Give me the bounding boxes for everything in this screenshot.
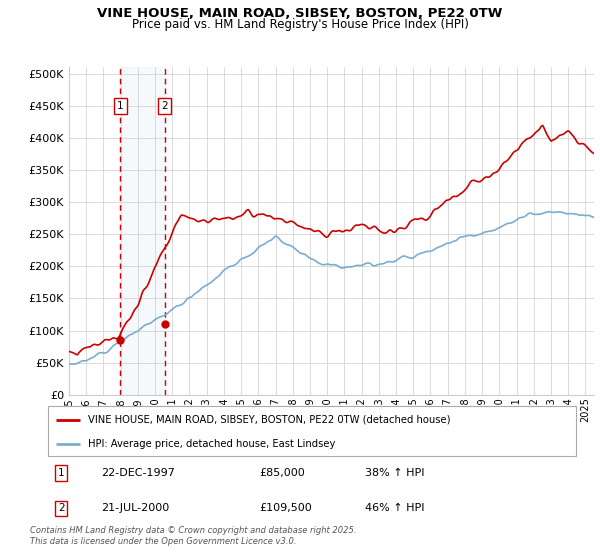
Text: Contains HM Land Registry data © Crown copyright and database right 2025.
This d: Contains HM Land Registry data © Crown c… (30, 526, 356, 546)
Text: VINE HOUSE, MAIN ROAD, SIBSEY, BOSTON, PE22 0TW: VINE HOUSE, MAIN ROAD, SIBSEY, BOSTON, P… (97, 7, 503, 20)
Text: 22-DEC-1997: 22-DEC-1997 (101, 468, 175, 478)
Text: Price paid vs. HM Land Registry's House Price Index (HPI): Price paid vs. HM Land Registry's House … (131, 18, 469, 31)
Text: £109,500: £109,500 (259, 503, 312, 513)
Text: 2: 2 (161, 101, 168, 111)
Bar (120, 67, 164, 395)
Text: 1: 1 (117, 101, 124, 111)
Text: 46% ↑ HPI: 46% ↑ HPI (365, 503, 424, 513)
Text: VINE HOUSE, MAIN ROAD, SIBSEY, BOSTON, PE22 0TW (detached house): VINE HOUSE, MAIN ROAD, SIBSEY, BOSTON, P… (88, 414, 450, 424)
Text: £85,000: £85,000 (259, 468, 305, 478)
Text: 1: 1 (58, 468, 65, 478)
Text: 2: 2 (58, 503, 65, 513)
Text: 21-JUL-2000: 21-JUL-2000 (101, 503, 169, 513)
Text: HPI: Average price, detached house, East Lindsey: HPI: Average price, detached house, East… (88, 439, 335, 449)
Text: 38% ↑ HPI: 38% ↑ HPI (365, 468, 424, 478)
